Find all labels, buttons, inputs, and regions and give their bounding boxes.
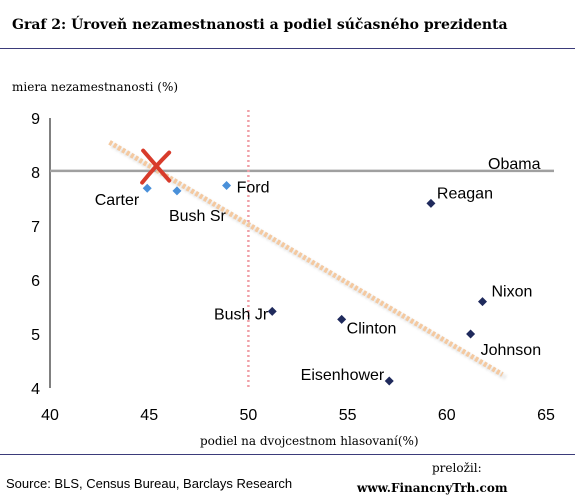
y-tick-label: 8: [31, 165, 40, 182]
data-label-johnson: Johnson: [481, 342, 542, 359]
data-point-carter: [142, 183, 152, 193]
x-tick-label: 60: [438, 407, 456, 424]
chart-title: Graf 2: Úroveň nezamestnanosti a podiel …: [12, 17, 508, 33]
data-point-ford: [222, 181, 232, 190]
y-tick-label: 9: [31, 111, 40, 128]
x-tick-label: 40: [41, 407, 59, 424]
bottom-divider: [0, 454, 575, 455]
data-point-bush-jr: [267, 306, 277, 316]
x-tick-label: 45: [140, 407, 158, 424]
data-label-reagan: Reagan: [437, 185, 493, 202]
data-point-reagan: [426, 198, 436, 208]
reference-lines: Obama: [50, 110, 554, 388]
y-tick-label: 6: [31, 273, 40, 290]
data-point-nixon: [478, 297, 488, 307]
data-label-carter: Carter: [95, 192, 140, 209]
trend-line: [108, 140, 504, 377]
x-tick-label: 55: [339, 407, 357, 424]
source-note: Source: BLS, Census Bureau, Barclays Res…: [6, 476, 293, 491]
top-divider: [0, 48, 575, 49]
data-point-johnson: [466, 329, 476, 339]
data-label-bush-sr: Bush Sr: [169, 208, 227, 225]
y-tick-label: 5: [31, 327, 40, 344]
data-point-clinton: [337, 314, 347, 324]
y-tick-label: 7: [31, 219, 40, 236]
data-point-eisenhower: [384, 376, 394, 386]
y-tick-label: 4: [31, 381, 40, 398]
x-tick-label: 50: [240, 407, 258, 424]
data-label-nixon: Nixon: [492, 284, 533, 301]
trend-line-group: [108, 140, 507, 380]
cross-marker-icon: [140, 148, 172, 185]
data-label-eisenhower: Eisenhower: [301, 367, 385, 384]
y-axis-label: miera nezamestnanosti (%): [12, 80, 179, 94]
data-label-clinton: Clinton: [347, 320, 397, 337]
reference-line-label: Obama: [488, 156, 541, 173]
x-tick-label: 65: [537, 407, 555, 424]
data-point-bush-sr: [172, 186, 182, 196]
x-axis-label: podiel na dvojcestnom hlasovaní(%): [200, 434, 419, 448]
data-points: Carter Bush Sr Ford Reagan Nixon Bush Jr Clint…: [95, 148, 542, 386]
data-label-ford: Ford: [237, 180, 270, 197]
data-label-bush-jr: Bush Jr: [214, 306, 269, 323]
translated-by-label: preložil:: [432, 461, 482, 475]
website-link[interactable]: www.FinancnyTrh.com: [357, 481, 508, 495]
